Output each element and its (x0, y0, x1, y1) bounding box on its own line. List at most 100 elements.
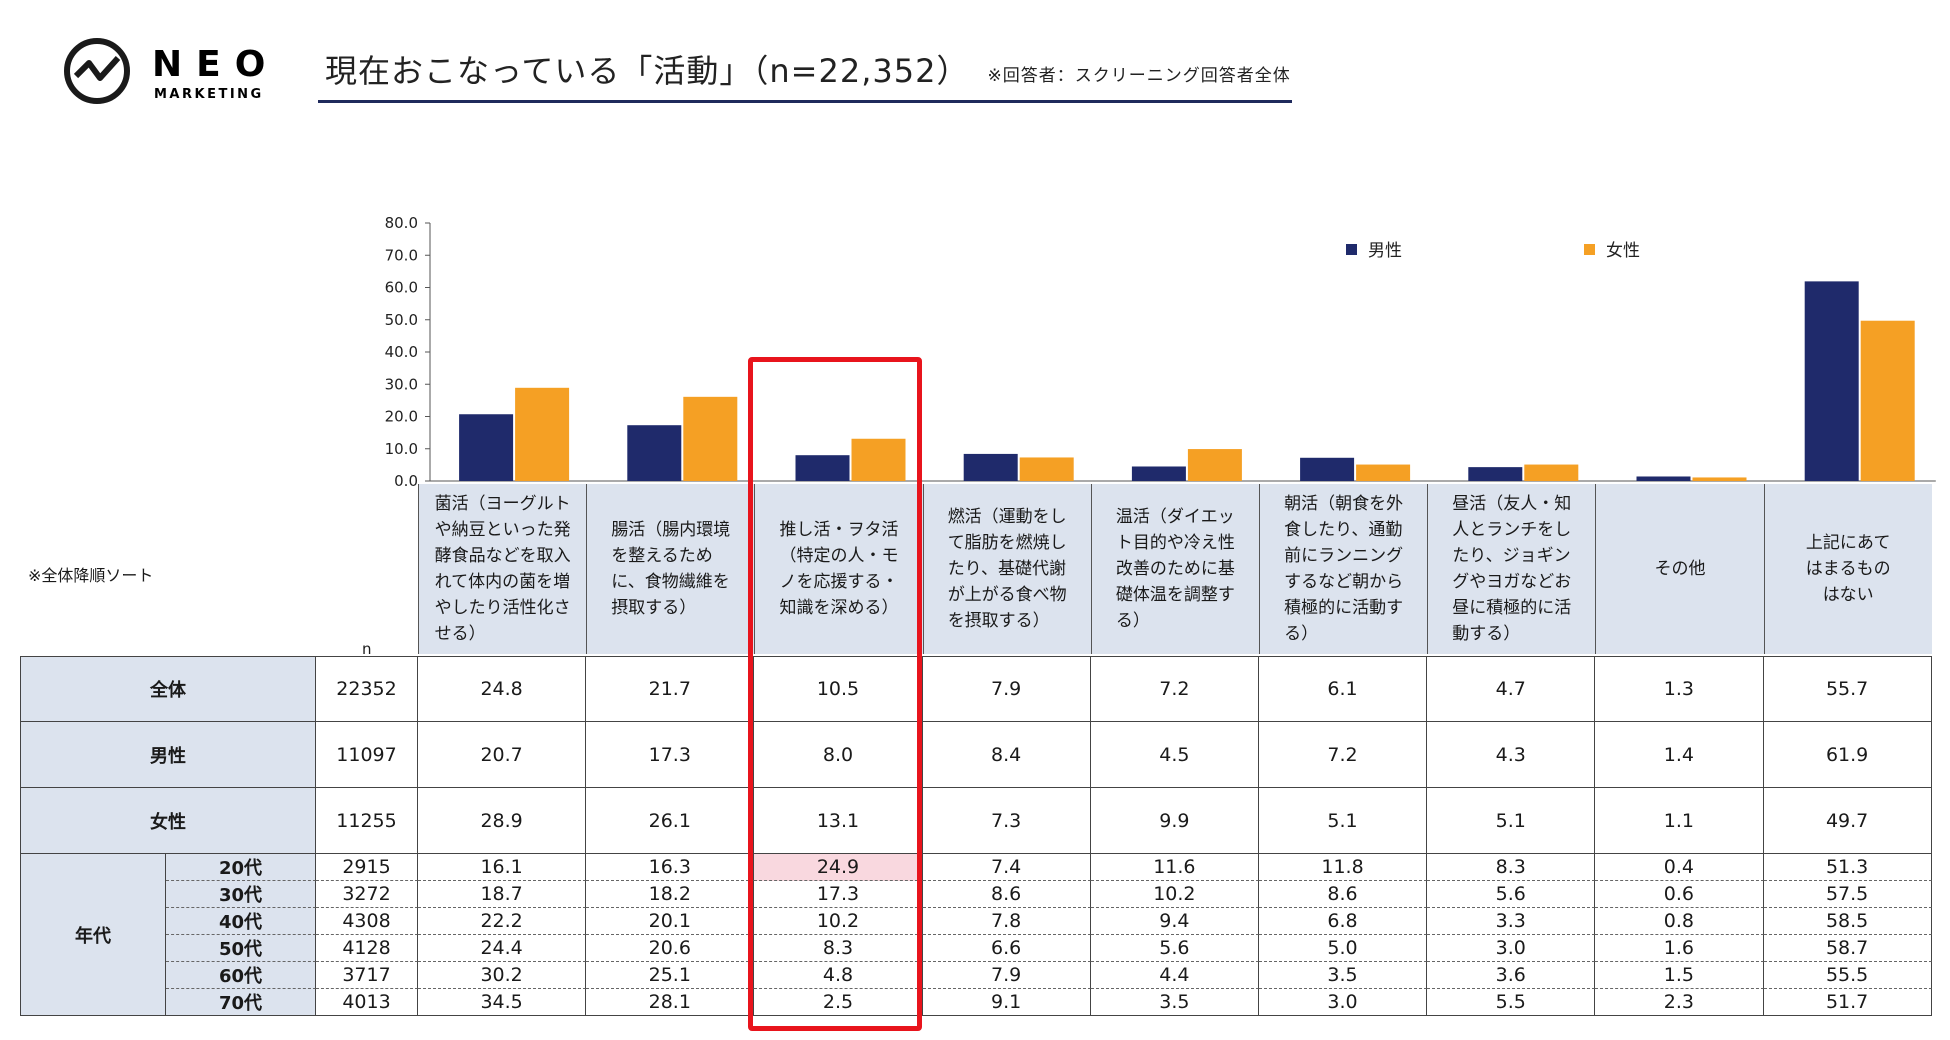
category-header-line: る） (1284, 624, 1319, 644)
category-header-line: 積極的に活動す (1284, 598, 1404, 618)
category-header-line: て脂肪を燃焼し (947, 533, 1067, 553)
value-cell: 0.6 (1595, 881, 1764, 908)
value-cell: 0.8 (1595, 908, 1764, 935)
category-header-line: る） (1115, 611, 1150, 631)
value-cell: 55.5 (1763, 962, 1932, 989)
category-header-line: たり、基礎代謝 (947, 559, 1067, 579)
bar-male (1300, 457, 1355, 481)
category-header-line: 推し活・ヲタ活 (779, 520, 899, 540)
table-row: 30代 3272 18.7 18.2 17.3 8.6 10.2 8.6 5.6 0.6 57.5 (166, 881, 1942, 908)
value-cell: 51.3 (1763, 854, 1932, 881)
value-cell: 7.8 (922, 908, 1091, 935)
bar-female (1356, 464, 1411, 481)
bar-female (1524, 464, 1579, 481)
value-cell: 2.3 (1595, 989, 1764, 1016)
value-cell: 34.5 (418, 989, 587, 1016)
value-cell: 20.1 (586, 908, 755, 935)
value-cell: 8.6 (1258, 881, 1428, 908)
n-cell: 2915 (316, 854, 418, 881)
y-tick-label: 50.0 (385, 311, 418, 329)
value-cell: 9.1 (922, 989, 1091, 1016)
category-header-line: 食したり、通勤 (1284, 520, 1403, 540)
age-label: 50代 (166, 935, 316, 962)
logo-sub-text: MARKETING (154, 87, 264, 102)
n-cell: 3272 (316, 881, 418, 908)
value-cell: 61.9 (1763, 722, 1932, 788)
value-cell: 10.2 (754, 908, 923, 935)
y-tick-label: 70.0 (385, 246, 418, 264)
title-underline (318, 100, 1292, 103)
y-tick-label: 60.0 (385, 279, 418, 297)
value-cell: 55.7 (1763, 656, 1932, 722)
value-cell: 13.1 (754, 788, 923, 854)
category-header: 燃活（運動をし て脂肪を燃焼し たり、基礎代謝 が上がる食べ物 を摂取する） (922, 484, 1091, 654)
logo-circle-icon (64, 38, 130, 104)
category-header-line: に、食物繊維を (611, 572, 730, 592)
bar-male (627, 425, 682, 481)
bar-female (515, 387, 570, 481)
value-cell: 7.4 (922, 854, 1091, 881)
value-cell: 3.3 (1427, 908, 1596, 935)
y-tick-label: 80.0 (385, 214, 418, 232)
value-cell: 17.3 (586, 722, 755, 788)
value-cell: 9.4 (1090, 908, 1259, 935)
value-cell: 8.3 (1427, 854, 1596, 881)
category-header-line: 温活（ダイエッ (1115, 507, 1235, 527)
value-cell: 4.3 (1427, 722, 1596, 788)
value-cell: 7.2 (1090, 656, 1259, 722)
value-cell: 5.5 (1427, 989, 1596, 1016)
category-header-line: 礎体温を調整す (1115, 585, 1235, 605)
row-label: 男性 (20, 722, 316, 788)
category-header-text: その他 (1654, 556, 1705, 582)
value-cell: 4.7 (1427, 656, 1596, 722)
value-cell: 9.9 (1090, 788, 1259, 854)
value-cell: 1.1 (1595, 788, 1764, 854)
value-cell: 1.3 (1595, 656, 1764, 722)
value-cell: 58.5 (1763, 908, 1932, 935)
value-cell: 3.6 (1427, 962, 1596, 989)
value-cell: 49.7 (1763, 788, 1932, 854)
value-cell: 4.5 (1090, 722, 1259, 788)
logo-main-text: NEO (152, 44, 279, 85)
value-cell: 26.1 (586, 788, 755, 854)
category-header: 推し活・ヲタ活 （特定の人・モ ノを応援する・ 知識を深める） (754, 484, 923, 654)
table-row: 男性 11097 20.7 17.3 8.0 8.4 4.5 7.2 4.3 1.4 61.9 (20, 722, 1942, 788)
bar-male (1468, 467, 1523, 481)
value-cell: 6.1 (1258, 656, 1428, 722)
bar-chart: 0.0 10.0 20.0 30.0 40.0 50.0 60.0 70.0 80.0 男性 女性 (385, 214, 1936, 490)
category-header-line: （特定の人・モ (779, 546, 899, 566)
n-cell: 11255 (316, 788, 418, 854)
bar-male (459, 414, 514, 481)
sort-note: ※全体降順ソート (28, 566, 154, 585)
value-cell: 7.9 (922, 656, 1091, 722)
value-cell: 1.5 (1595, 962, 1764, 989)
bar-male (1131, 466, 1186, 481)
n-cell: 11097 (316, 722, 418, 788)
category-header-line: 昼活（友人・知 (1452, 494, 1572, 514)
category-header-line: せる） (434, 624, 486, 644)
category-header-line: 腸活（腸内環境 (611, 520, 731, 540)
y-tick-label: 20.0 (385, 408, 418, 426)
value-cell: 2.5 (754, 989, 923, 1016)
bar-female (683, 396, 738, 481)
bar-female (1860, 320, 1915, 481)
respondent-note: ※回答者：スクリーニング回答者全体 (987, 65, 1291, 86)
highlight-frame (748, 357, 922, 1031)
value-cell: 24.4 (418, 935, 587, 962)
n-cell: 4308 (316, 908, 418, 935)
row-label: 女性 (20, 788, 316, 854)
n-column-header: n (362, 640, 372, 658)
category-header-text: 菌活（ヨーグルト や納豆といった発 酵食品などを取入 れて体内の菌を増 やしたり活性化さ… (435, 491, 571, 647)
value-cell: 7.2 (1258, 722, 1428, 788)
neo-marketing-logo: NEO MARKETING (62, 36, 292, 106)
value-cell: 5.1 (1258, 788, 1428, 854)
category-header-line: 朝活（朝食を外 (1284, 494, 1404, 514)
value-cell: 8.3 (754, 935, 923, 962)
category-header-line: やしたり活性化さ (434, 598, 571, 618)
value-cell: 24.9 (754, 854, 923, 881)
y-tick-label: 40.0 (385, 343, 418, 361)
value-cell: 16.1 (418, 854, 587, 881)
value-cell: 1.4 (1595, 722, 1764, 788)
category-header-line: ノを応援する・ (779, 572, 899, 592)
category-header-line: グやヨガなどお (1452, 572, 1572, 592)
